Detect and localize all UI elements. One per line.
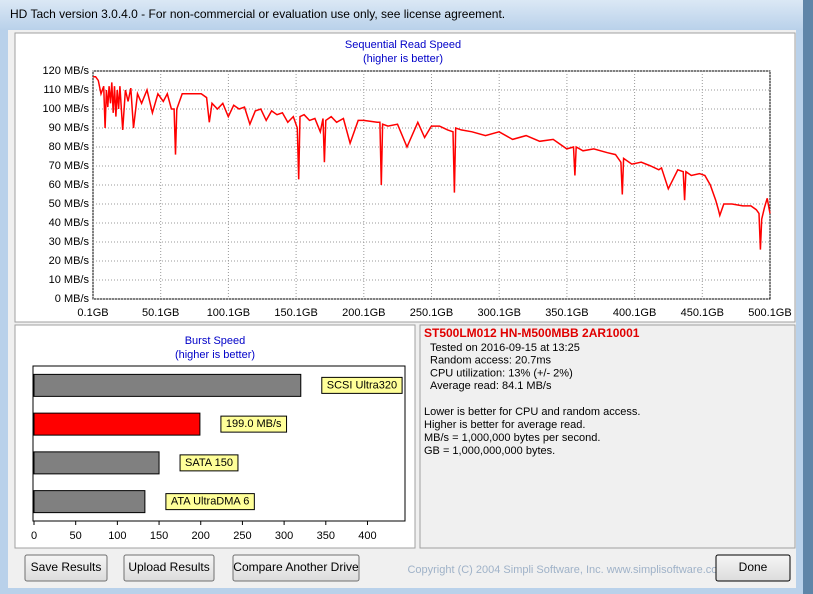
chart-subtitle: (higher is better) [363,53,443,65]
button[interactable]: Upload Results [123,554,215,582]
x-tick-label: 100 [108,530,126,542]
button-label: Done [739,560,768,574]
x-tick-label: 250.1GB [410,307,453,319]
bar-label: SCSI Ultra320 [327,379,397,391]
info-note: Higher is better for average read. [424,419,585,431]
x-tick-label: 250 [233,530,251,542]
x-tick-label: 150.1GB [274,307,317,319]
button-face [123,554,215,582]
bar-label: ATA UltraDMA 6 [171,496,249,508]
info-panel [419,324,796,549]
x-tick-label: 50.1GB [142,307,179,319]
button-label: Upload Results [128,560,209,574]
x-tick-label: 50 [70,530,82,542]
info-note: MB/s = 1,000,000 bytes per second. [424,432,600,444]
x-tick-label: 0.1GB [77,307,108,319]
x-tick-label: 400.1GB [613,307,656,319]
bar-label-box [165,493,255,511]
bar [33,373,302,397]
info-line: Average read: 84.1 MB/s [430,380,552,392]
y-tick-label: 70 MB/s [49,160,90,172]
x-tick-label: 350 [317,530,335,542]
bar-label: SATA 150 [185,457,233,469]
x-tick-label: 300.1GB [477,307,520,319]
button-label: Save Results [31,560,102,574]
y-tick-label: 100 MB/s [43,103,90,115]
x-tick-label: 100.1GB [207,307,250,319]
y-tick-label: 80 MB/s [49,141,90,153]
button[interactable]: Save Results [24,554,108,582]
copyright: Copyright (C) 2004 Simpli Software, Inc.… [407,564,726,576]
bar-label-box [321,376,403,394]
window-title: HD Tach version 3.0.4.0 - For non-commer… [10,7,505,21]
chart-subtitle: (higher is better) [175,349,255,361]
bar [33,451,160,475]
read-line [93,75,771,250]
button-face [232,554,360,582]
button-face [715,554,791,582]
info-line: CPU utilization: 13% (+/- 2%) [430,367,573,379]
bar [33,490,146,514]
x-tick-label: 150 [150,530,168,542]
x-tick-label: 0 [31,530,37,542]
y-tick-label: 0 MB/s [55,293,90,305]
button[interactable]: Done [715,554,791,582]
chart-title: Burst Speed [185,335,246,347]
y-tick-label: 40 MB/s [49,217,90,229]
drive-name: ST500LM012 HN-M500MBB 2AR10001 [424,326,640,340]
x-tick-label: 200 [192,530,210,542]
x-tick-label: 450.1GB [681,307,724,319]
info-line: Random access: 20.7ms [430,355,552,367]
y-tick-label: 90 MB/s [49,122,90,134]
x-tick-label: 300 [275,530,293,542]
info-note: Lower is better for CPU and random acces… [424,406,640,418]
bar-label-box [220,415,288,433]
y-tick-label: 50 MB/s [49,198,90,210]
y-tick-label: 20 MB/s [49,255,90,267]
bar-label-box [179,454,239,472]
button-face [24,554,108,582]
y-tick-label: 60 MB/s [49,179,90,191]
y-tick-label: 30 MB/s [49,236,90,248]
x-tick-label: 500.1GB [748,307,791,319]
y-tick-label: 10 MB/s [49,274,90,286]
x-tick-label: 400 [358,530,376,542]
bar [33,412,201,436]
info-note: GB = 1,000,000,000 bytes. [424,445,555,457]
button-label: Compare Another Drive [233,560,359,574]
y-tick-label: 120 MB/s [43,65,90,77]
info-line: Tested on 2016-09-15 at 13:25 [430,342,580,354]
button[interactable]: Compare Another Drive [232,554,360,582]
bar-label: 199.0 MB/s [226,418,282,430]
x-tick-label: 350.1GB [545,307,588,319]
title-bar [0,0,803,30]
chart-title: Sequential Read Speed [345,39,461,51]
x-tick-label: 200.1GB [342,307,385,319]
y-tick-label: 110 MB/s [43,84,89,96]
